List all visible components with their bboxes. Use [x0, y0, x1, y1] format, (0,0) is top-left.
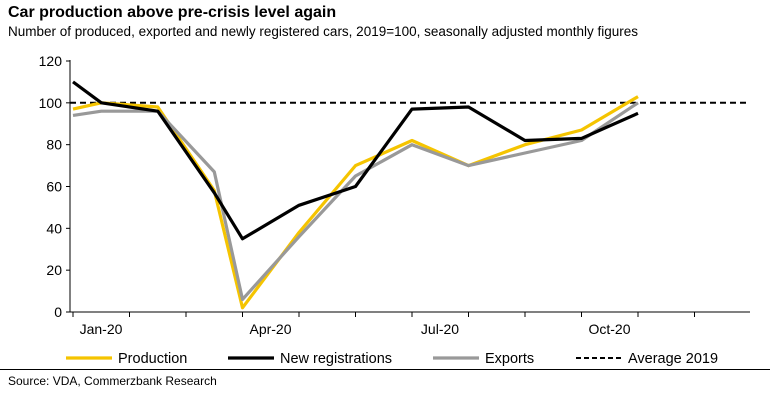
legend-label-exports: Exports	[485, 351, 534, 367]
legend-label-average-2019: Average 2019	[628, 351, 718, 367]
y-tick-label: 40	[46, 220, 62, 236]
chart-legend: Production New registrations Exports Averag…	[66, 351, 718, 367]
chart-series	[70, 80, 750, 310]
y-tick-label: 20	[46, 262, 62, 278]
chart-axes: 0 20 40 60 80 100 120 Jan-20 Apr-20 Jul-20 Oct-20	[39, 53, 750, 337]
x-tick-label: Jan-20	[80, 321, 123, 337]
chart-subtitle: Number of produced, exported and newly r…	[8, 24, 638, 39]
y-tick-label: 60	[46, 179, 62, 195]
series-line-production	[72, 95, 639, 310]
y-tick-label: 100	[39, 95, 63, 111]
x-tick-label: Jul-20	[421, 321, 459, 337]
series-line-exports	[72, 101, 639, 301]
x-tick-label: Apr-20	[249, 321, 291, 337]
series-line-new-registrations	[72, 80, 639, 241]
x-tick-label: Oct-20	[588, 321, 630, 337]
legend-label-new-registrations: New registrations	[280, 351, 392, 367]
source-note: Source: VDA, Commerzbank Research	[8, 374, 217, 388]
chart-title: Car production above pre-crisis level ag…	[8, 4, 337, 21]
legend-label-production: Production	[118, 351, 187, 367]
footer-divider	[0, 369, 770, 370]
y-tick-label: 80	[46, 137, 62, 153]
y-tick-label: 0	[54, 304, 62, 320]
y-tick-label: 120	[39, 53, 63, 69]
